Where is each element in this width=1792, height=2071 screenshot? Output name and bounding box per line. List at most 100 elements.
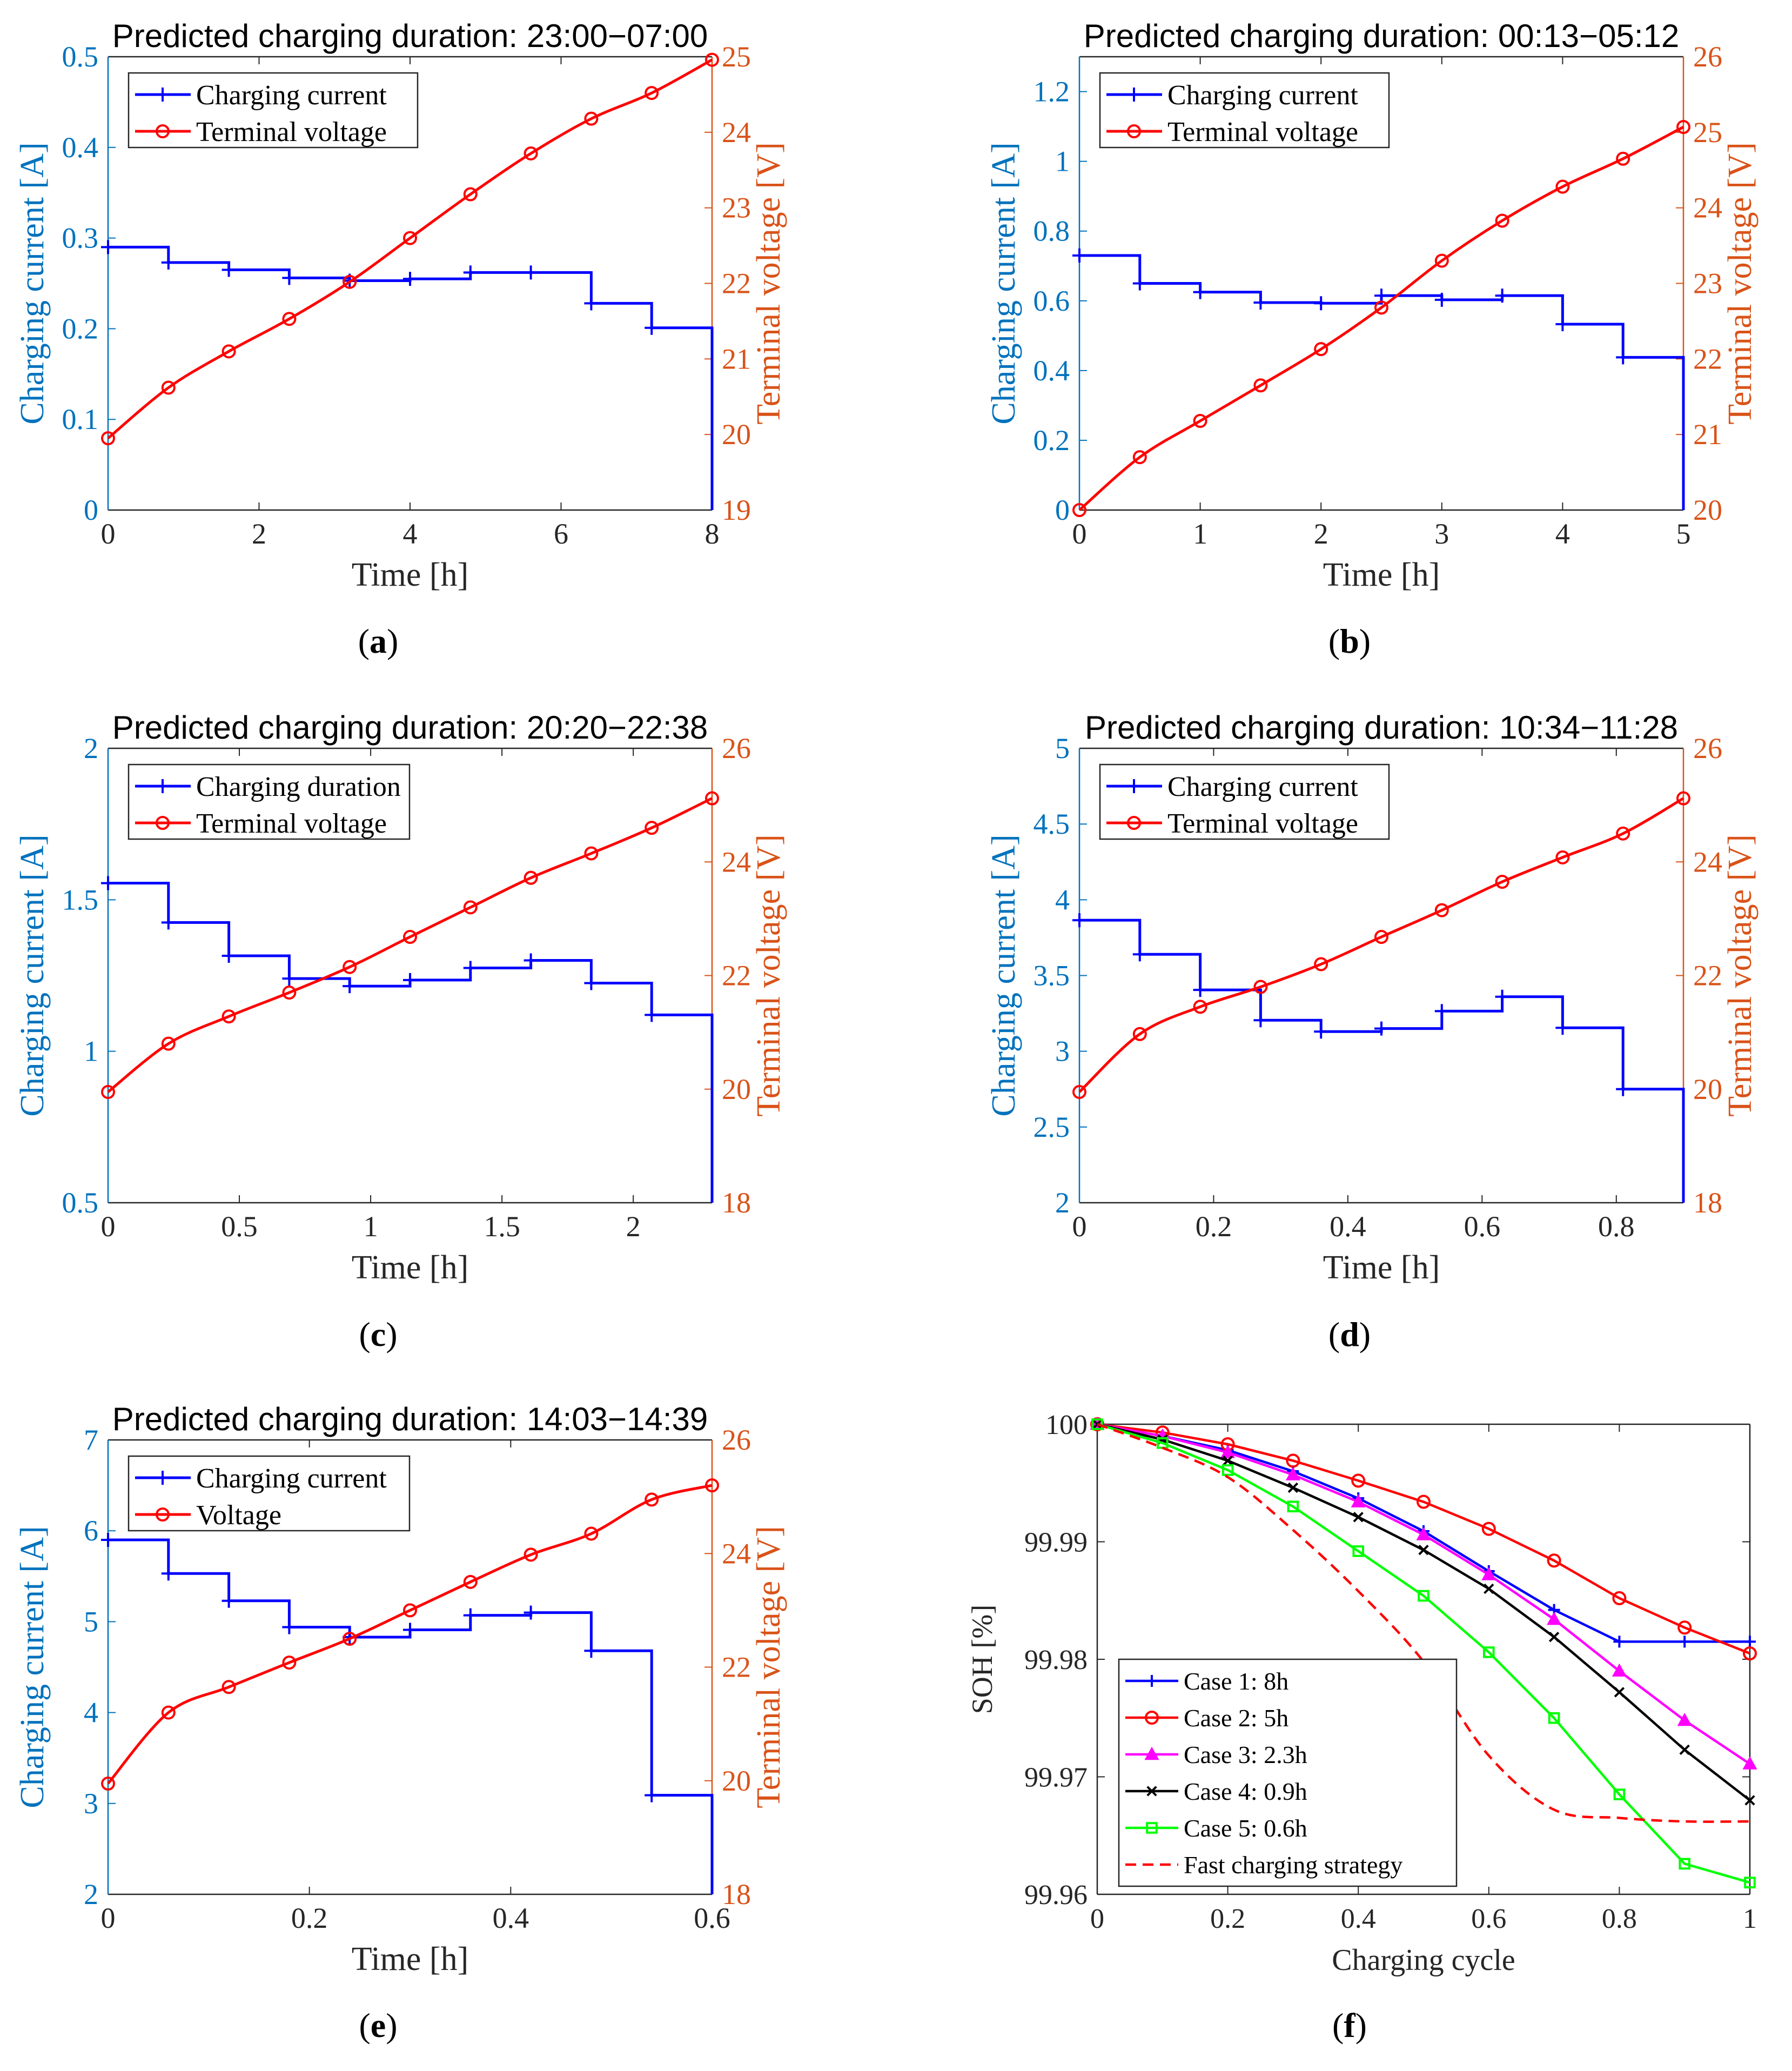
soh-point (1481, 1567, 1496, 1580)
soh-point (1352, 1545, 1364, 1557)
panel-caption: (a) (358, 622, 399, 660)
y2-tick-label: 24 (722, 116, 751, 149)
voltage-point (1072, 503, 1086, 517)
y-tick-label: 0.2 (1033, 424, 1070, 457)
y2-tick-label: 22 (1693, 960, 1722, 992)
y2-tick-label: 20 (722, 1765, 751, 1797)
y2-tick-label: 26 (1693, 732, 1722, 765)
y-tick-label: 5 (1055, 732, 1070, 765)
y2-tick-label: 18 (722, 1187, 751, 1219)
voltage-point (1495, 875, 1509, 889)
legend-marker (156, 816, 170, 830)
series-current (101, 240, 714, 510)
x-tick-label: 1.5 (484, 1210, 520, 1243)
x-tick-label: 0.5 (221, 1210, 258, 1243)
current-point (1495, 289, 1509, 303)
voltage-point (101, 431, 115, 446)
current-point (101, 876, 115, 890)
legend-marker (1144, 1746, 1159, 1760)
soh-point (1351, 1494, 1366, 1507)
soh-point (1285, 1467, 1300, 1480)
current-point (1193, 983, 1207, 997)
current-point (1314, 296, 1328, 311)
legend-marker (156, 1471, 170, 1485)
legend-box (1118, 1658, 1458, 1887)
y-axis-label: Charging current [A] (14, 1526, 51, 1808)
current-point (403, 272, 417, 286)
voltage-point (1253, 378, 1268, 393)
soh-point (1222, 1455, 1233, 1466)
current-point (463, 265, 478, 280)
voltage-point (282, 1656, 297, 1670)
soh-point (1091, 1418, 1103, 1430)
series-current (101, 1533, 714, 1894)
voltage-point (101, 1777, 115, 1791)
soh-point (1744, 1636, 1756, 1648)
legend-label: Charging current (1167, 80, 1358, 111)
legend-label: Fast charging strategy (1184, 1851, 1402, 1879)
current-point (101, 240, 115, 254)
soh-point (1679, 1858, 1690, 1870)
y-tick-label: 1 (1055, 145, 1070, 178)
soh-point (1613, 1636, 1626, 1648)
current-point (1495, 989, 1509, 1004)
voltage-point (705, 52, 719, 67)
current-point (1314, 1024, 1328, 1039)
soh-point (1416, 1527, 1431, 1540)
series-voltage (101, 52, 719, 446)
y2-tick-label: 23 (722, 192, 751, 224)
voltage-point (584, 1526, 599, 1541)
voltage-point (403, 1603, 417, 1618)
y-tick-label: 4.5 (1033, 808, 1070, 840)
soh-point (1677, 1620, 1692, 1635)
fast-charging-line (1097, 1423, 1750, 1823)
soh-point (1744, 1876, 1756, 1889)
y2-tick-label: 22 (722, 1651, 751, 1684)
voltage-point (1434, 253, 1449, 268)
x-tick-label: 4 (403, 518, 418, 550)
panel-a: Predicted charging duration: 23:00−07:00… (14, 18, 787, 660)
legend-marker (1127, 88, 1141, 102)
panel-b: Predicted charging duration: 00:13−05:12… (985, 18, 1759, 660)
chart-title: Predicted charging duration: 23:00−07:00 (112, 18, 708, 54)
voltage-point (1495, 213, 1509, 228)
voltage-point (343, 274, 357, 289)
soh-point (1679, 1744, 1690, 1755)
voltage-point (1616, 826, 1630, 841)
current-point (1616, 1082, 1630, 1096)
voltage-point (1434, 903, 1449, 917)
voltage-line (107, 58, 713, 440)
x-tick-label: 0.6 (1471, 1904, 1506, 1934)
y2-axis-label: Terminal voltage [V] (750, 1526, 787, 1808)
legend-marker (156, 88, 170, 102)
voltage-point (282, 312, 297, 326)
legend-label: Case 2: 5h (1184, 1704, 1288, 1732)
x-tick-label: 1 (1193, 518, 1207, 550)
panel-c: Predicted charging duration: 20:20−22:38… (14, 709, 787, 1353)
voltage-point (463, 1574, 478, 1589)
voltage-point (523, 1547, 538, 1562)
voltage-line (1078, 797, 1684, 1093)
panel-d: Predicted charging duration: 10:34−11:28… (985, 709, 1759, 1353)
soh-point (1548, 1632, 1560, 1643)
current-point (645, 1008, 659, 1022)
y2-tick-label: 26 (722, 1424, 751, 1456)
panel-caption: (b) (1328, 622, 1371, 660)
x-tick-label: 0 (101, 1902, 116, 1934)
x-tick-label: 0.2 (1196, 1210, 1232, 1243)
y-tick-label: 1 (84, 1035, 98, 1068)
y-tick-label: 0.4 (1033, 354, 1070, 387)
y2-tick-label: 22 (722, 960, 751, 992)
y2-tick-label: 25 (1693, 116, 1722, 149)
legend: Case 1: 8h Case 2: 5h Case 3: 2.3h Case 4: … (1118, 1658, 1458, 1887)
soh-point (1677, 1713, 1692, 1726)
legend-label: Case 1: 8h (1184, 1667, 1288, 1695)
y-tick-label: 0 (84, 494, 98, 526)
current-point (343, 979, 357, 994)
series-voltage (101, 1478, 719, 1791)
voltage-point (705, 791, 719, 806)
y2-tick-label: 21 (722, 343, 751, 375)
y2-tick-label: 22 (1693, 343, 1722, 375)
x-tick-label: 0.6 (694, 1902, 730, 1934)
voltage-point (1555, 850, 1570, 864)
